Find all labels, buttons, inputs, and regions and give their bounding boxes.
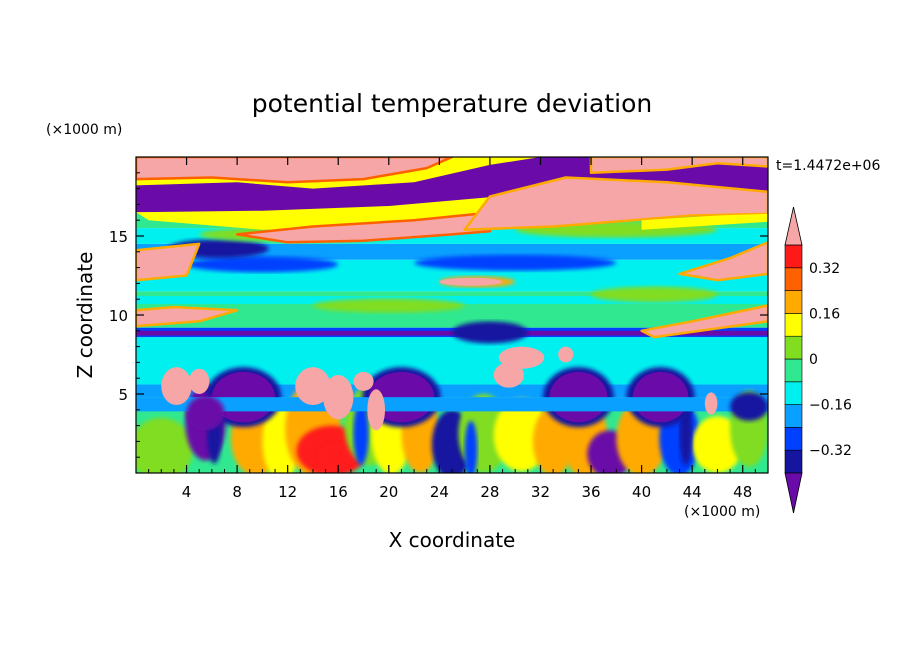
colorbar-segment <box>784 358 803 383</box>
colorbar-max-triangle <box>784 206 803 246</box>
y-axis-label: Z coordinate <box>73 252 97 379</box>
field-blob <box>464 420 478 473</box>
field-blob <box>323 375 354 420</box>
colorbar-segment <box>784 381 803 405</box>
y-axis: 5 10 15 <box>109 172 768 458</box>
field-region <box>640 304 768 339</box>
chart-title: potential temperature deviation <box>252 89 652 118</box>
field-blob <box>353 401 369 466</box>
colorbar-segment <box>784 427 803 451</box>
field-blob <box>414 254 617 271</box>
field-blob <box>692 416 743 473</box>
colorbar-segment <box>784 404 803 428</box>
colorbar-segment <box>784 449 803 474</box>
field-blob <box>558 346 574 363</box>
field-region <box>136 305 239 328</box>
colorbar-tick-label: 0 <box>809 352 818 368</box>
field-blob <box>367 389 386 431</box>
field-blob <box>136 417 193 473</box>
field-blob <box>730 392 768 421</box>
y-tick-label: 15 <box>109 228 128 246</box>
y-unit-label: (×1000 m) <box>46 122 122 138</box>
x-unit-label: (×1000 m) <box>684 504 760 520</box>
colorbar-segment <box>784 313 803 337</box>
field-band <box>136 397 768 412</box>
x-tick-label: 20 <box>379 483 398 501</box>
field-blob <box>186 256 339 273</box>
x-tick-label: 32 <box>531 483 550 501</box>
x-tick-label: 4 <box>182 483 192 501</box>
field-blob <box>295 367 331 406</box>
colorbar-segment <box>784 335 803 360</box>
field-band <box>136 330 768 336</box>
field-blob <box>439 277 503 286</box>
field-blob <box>312 298 465 313</box>
field-blob <box>353 371 374 391</box>
x-tick-label: 16 <box>329 483 348 501</box>
y-tick-label: 5 <box>118 386 128 404</box>
x-axis-label: X coordinate <box>389 528 516 552</box>
field-blob <box>591 286 718 303</box>
x-tick-label: 44 <box>683 483 702 501</box>
colorbar-segment <box>784 290 803 314</box>
x-tick-label: 28 <box>480 483 499 501</box>
colorbar-min-triangle <box>784 472 803 514</box>
field-blob <box>704 392 718 415</box>
colorbar-tick-label: 0.16 <box>809 306 840 322</box>
colorbar-tick-label: 0.32 <box>809 261 840 277</box>
x-axis: 4 8 12 16 20 24 28 32 36 40 44 48 <box>148 157 756 501</box>
time-label: t=1.4472e+06 <box>776 158 880 174</box>
field-region <box>463 176 768 231</box>
x-tick-label: 12 <box>278 483 297 501</box>
field-blob <box>452 321 528 344</box>
colorbar-tick-label: −0.32 <box>809 443 852 459</box>
colorbar: 0.32 0.16 0 −0.16 −0.32 <box>784 206 852 514</box>
field-region <box>678 241 768 282</box>
field-region <box>641 213 768 230</box>
field-band <box>136 296 768 304</box>
colorbar-segment <box>784 244 803 269</box>
field-band <box>136 243 768 260</box>
field-region <box>235 212 492 244</box>
field-blob <box>189 368 210 394</box>
field-region <box>136 242 201 282</box>
colorbar-segment <box>784 267 803 291</box>
field-region <box>589 157 768 175</box>
x-tick-label: 24 <box>430 483 449 501</box>
contour-field <box>136 157 768 473</box>
field-blob <box>498 346 545 369</box>
x-tick-label: 36 <box>581 483 600 501</box>
x-tick-label: 48 <box>733 483 752 501</box>
field-blob <box>161 367 192 406</box>
y-tick-label: 10 <box>109 307 128 325</box>
field-region <box>136 157 454 184</box>
field-blob <box>493 362 525 388</box>
colorbar-tick-label: −0.16 <box>809 398 852 414</box>
field-blob <box>318 442 354 472</box>
x-tick-label: 40 <box>632 483 651 501</box>
field-blob <box>186 395 225 431</box>
x-tick-label: 8 <box>232 483 242 501</box>
